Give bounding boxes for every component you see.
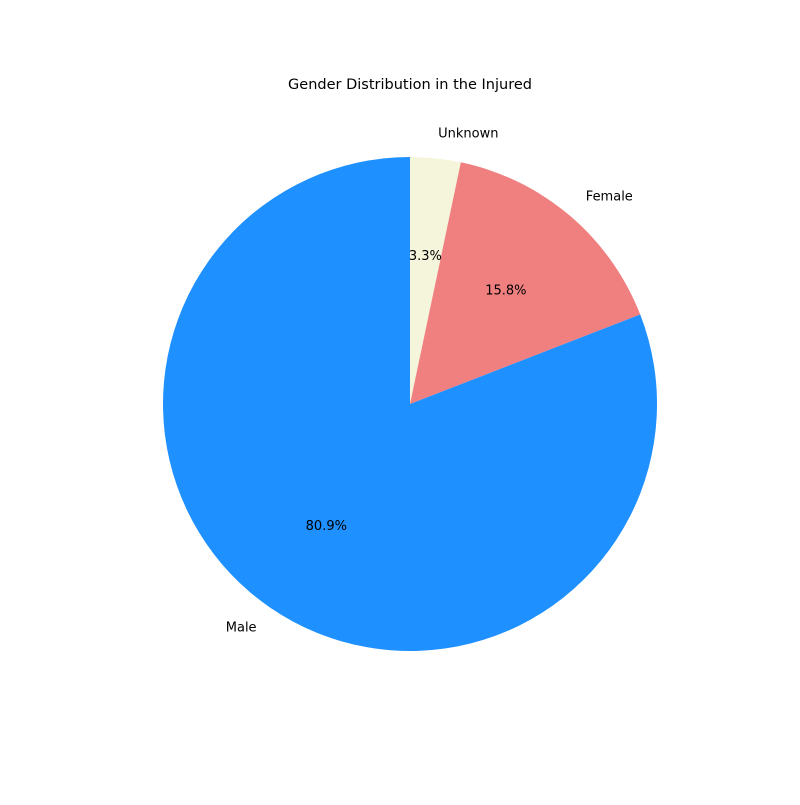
slice-percent-female: 15.8% [485,284,526,299]
pie-slice-male [163,157,658,651]
pie-slices [163,157,658,651]
chart-title: Gender Distribution in the Injured [288,77,532,93]
slice-label-unknown: Unknown [438,126,498,141]
pie-labels: Unknown 3.3% Female 15.8% Male 80.9% [226,126,633,635]
slice-percent-male: 80.9% [306,519,347,534]
pie-slice-female [410,162,641,404]
slice-percent-unknown: 3.3% [409,249,442,264]
slice-label-male: Male [226,621,257,636]
pie-slice-unknown [410,157,461,404]
slice-label-female: Female [586,189,633,204]
